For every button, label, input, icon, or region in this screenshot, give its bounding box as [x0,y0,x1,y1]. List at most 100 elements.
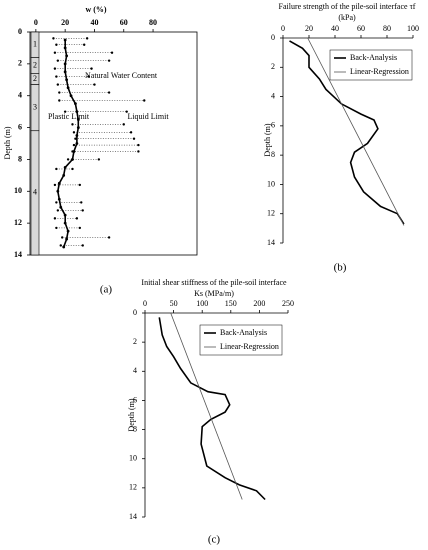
limit-point [143,99,146,102]
water-point [57,181,61,185]
limit-point [122,123,125,126]
y-tick-label: 14 [14,250,22,259]
water-point [63,62,67,66]
x-tick-label: 150 [225,299,237,308]
water-point [63,46,67,50]
water-point [69,94,73,98]
legend-label: Back-Analysis [350,53,397,62]
limit-point [90,67,93,70]
legend-label: Linear-Regression [220,342,279,351]
x-tick-label: 0 [281,24,285,33]
legend-label: Linear-Regression [350,67,409,76]
chart-title: Failure strength of the pile-soil interf… [279,2,416,11]
limit-point [110,51,114,54]
y-tick-label: 0 [18,27,22,36]
series-annotation: Natural Water Content [85,71,158,80]
water-point [63,70,67,74]
series-line [170,312,243,500]
y-tick-label: 2 [271,62,275,71]
soil-layer-label: 2 [33,74,37,83]
y-tick-label: 4 [18,91,22,100]
x-tick-label: 80 [149,18,157,27]
y-tick-label: 6 [18,122,22,131]
panel-caption: (c) [208,534,221,546]
limit-point [78,226,82,230]
x-tick-label: 100 [407,24,419,33]
y-tick-label: 6 [133,395,137,404]
series-line [307,37,405,226]
x-tick-label: 40 [331,24,339,33]
limit-point [93,83,96,86]
water-point [65,237,69,241]
x-tick-label: 0 [34,18,38,27]
y-tick-label: 0 [133,308,137,317]
y-tick-label: 14 [129,512,137,521]
y-tick-label: 12 [129,483,137,492]
water-point [56,189,60,193]
limit-point [107,91,111,94]
water-point [65,54,69,58]
limit-point [71,167,74,171]
y-tick-label: 4 [271,91,275,100]
water-point [66,86,70,90]
water-point [65,78,69,82]
soil-layer [30,130,40,256]
water-point [76,126,80,129]
limit-point [137,143,140,147]
water-point [59,205,63,209]
y-tick-label: 2 [18,59,22,68]
soil-layer-label: 2 [33,60,37,69]
y-axis-label: Depth (m) [3,126,12,159]
plot-frame [29,31,198,256]
y-tick-label: 10 [129,454,137,463]
x-tick-label: 20 [61,18,69,27]
y-tick-label: 8 [133,424,137,433]
soil-layer-label: 4 [33,188,37,197]
water-point [75,110,79,114]
water-point [71,158,74,161]
water-point [63,221,67,225]
chart-title: Ks (MPa/m) [194,289,234,298]
limit-point [132,137,136,140]
x-tick-label: 80 [383,24,391,33]
water-point [62,245,66,249]
water-point [62,173,66,177]
x-tick-label: 60 [120,18,128,27]
y-tick-label: 8 [18,154,22,163]
y-tick-label: 4 [133,366,137,375]
water-point [66,229,70,233]
water-point [76,118,80,122]
x-tick-label: 250 [282,299,294,308]
panel-caption: (a) [100,284,113,296]
y-tick-label: 6 [271,121,275,130]
y-tick-label: 12 [14,218,22,227]
y-tick-label: 8 [271,150,275,159]
soil-layer-label: 1 [33,40,37,49]
y-tick-label: 14 [267,238,275,247]
limit-point [107,59,111,62]
chart-title: w (%) [85,5,106,14]
x-tick-label: 60 [357,24,365,33]
series-line [158,317,266,501]
water-point [75,134,79,137]
series-annotation: Plastic Limit [48,112,90,121]
limit-point [75,217,79,220]
legend-box [199,324,283,356]
limit-point [85,37,89,40]
series-line [56,40,80,248]
water-point [63,165,67,169]
x-tick-label: 50 [170,299,178,308]
limit-point [107,236,111,239]
limit-point [129,131,133,134]
panel-caption: (b) [334,262,347,274]
chart-title: (kPa) [338,13,356,22]
soil-layer-label: 3 [33,102,37,111]
limit-point [78,183,82,187]
limit-point [87,75,90,78]
y-tick-label: 12 [267,209,275,218]
y-axis-label: Depth (m) [127,398,136,431]
limit-point [81,244,84,247]
limit-point [81,209,84,212]
y-tick-label: 10 [267,179,275,188]
